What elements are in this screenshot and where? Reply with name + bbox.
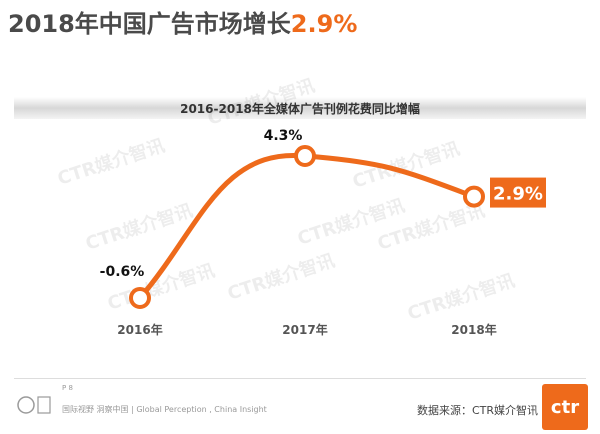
watermark-layer: CTR媒介智讯CTR媒介智讯CTR媒介智讯CTR媒介智讯CTR媒介智讯CTR媒介… xyxy=(55,74,518,324)
data-point xyxy=(463,185,485,208)
highlight-label-box xyxy=(490,177,546,208)
page-marker: P 8 xyxy=(62,384,73,392)
x-tick-label: 2016年 xyxy=(117,322,162,337)
cert-logos-icon xyxy=(16,392,52,418)
watermark-text: CTR媒介智讯 xyxy=(405,269,518,324)
ctr-logo: ctr xyxy=(542,384,588,430)
watermark-text: CTR媒介智讯 xyxy=(225,249,338,304)
watermark-text: CTR媒介智讯 xyxy=(205,74,318,129)
page-title: 2018年中国广告市场增长2.9% xyxy=(8,10,358,38)
x-tick-label: 2017年 xyxy=(282,322,327,337)
chart-title-band xyxy=(14,97,586,119)
ctr-logo-text: ctr xyxy=(550,396,580,418)
data-label: -0.6% xyxy=(100,264,145,280)
x-tick-label: 2018年 xyxy=(451,322,496,337)
data-source: 数据来源：CTR媒介智讯 xyxy=(416,404,538,417)
data-point xyxy=(129,287,151,309)
footer-tagline: 国际视野 洞察中国 | Global Perception , China In… xyxy=(62,405,267,414)
data-point xyxy=(294,145,316,167)
watermark-text: CTR媒介智讯 xyxy=(55,134,168,189)
page-title-highlight: 2.9% xyxy=(290,10,358,38)
data-label: 4.3% xyxy=(264,128,303,144)
data-label: 2.9% xyxy=(493,184,543,205)
chart-title: 2016-2018年全媒体广告刊例花费同比增幅 xyxy=(180,102,420,116)
footer-divider xyxy=(14,378,586,379)
